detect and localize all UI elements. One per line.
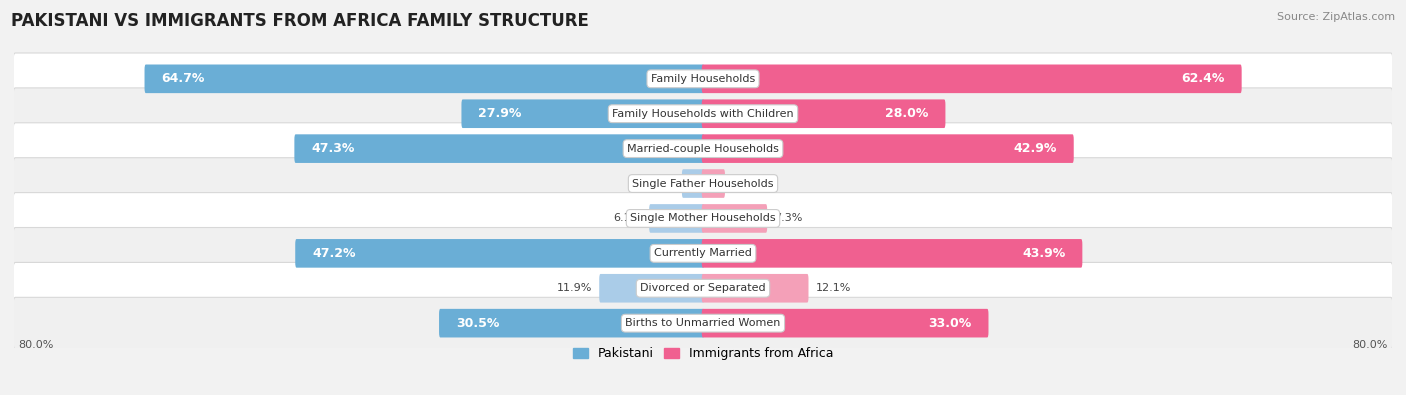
FancyBboxPatch shape	[702, 134, 1074, 163]
FancyBboxPatch shape	[702, 100, 945, 128]
Text: 43.9%: 43.9%	[1022, 247, 1066, 260]
FancyBboxPatch shape	[439, 309, 704, 337]
Text: 2.3%: 2.3%	[647, 179, 675, 188]
Text: Married-couple Households: Married-couple Households	[627, 144, 779, 154]
FancyBboxPatch shape	[145, 64, 704, 93]
Text: 80.0%: 80.0%	[18, 340, 53, 350]
Text: Single Mother Households: Single Mother Households	[630, 213, 776, 224]
Text: 62.4%: 62.4%	[1181, 72, 1225, 85]
FancyBboxPatch shape	[702, 309, 988, 337]
Text: 28.0%: 28.0%	[886, 107, 928, 120]
FancyBboxPatch shape	[13, 228, 1393, 279]
FancyBboxPatch shape	[13, 123, 1393, 175]
FancyBboxPatch shape	[702, 239, 1083, 268]
FancyBboxPatch shape	[599, 274, 704, 303]
FancyBboxPatch shape	[13, 297, 1393, 349]
FancyBboxPatch shape	[13, 53, 1393, 105]
FancyBboxPatch shape	[702, 64, 1241, 93]
FancyBboxPatch shape	[702, 274, 808, 303]
Text: 7.3%: 7.3%	[775, 213, 803, 224]
Text: 47.2%: 47.2%	[312, 247, 356, 260]
FancyBboxPatch shape	[13, 88, 1393, 139]
Text: 33.0%: 33.0%	[928, 317, 972, 330]
Text: Single Father Households: Single Father Households	[633, 179, 773, 188]
Text: 30.5%: 30.5%	[456, 317, 499, 330]
Text: Family Households: Family Households	[651, 74, 755, 84]
Text: 80.0%: 80.0%	[1353, 340, 1388, 350]
Text: Currently Married: Currently Married	[654, 248, 752, 258]
Text: Divorced or Separated: Divorced or Separated	[640, 283, 766, 293]
Text: 42.9%: 42.9%	[1014, 142, 1057, 155]
FancyBboxPatch shape	[682, 169, 704, 198]
Text: 12.1%: 12.1%	[815, 283, 851, 293]
Text: 27.9%: 27.9%	[478, 107, 522, 120]
Text: Births to Unmarried Women: Births to Unmarried Women	[626, 318, 780, 328]
FancyBboxPatch shape	[294, 134, 704, 163]
FancyBboxPatch shape	[702, 169, 725, 198]
Text: 47.3%: 47.3%	[311, 142, 354, 155]
FancyBboxPatch shape	[13, 193, 1393, 244]
Text: PAKISTANI VS IMMIGRANTS FROM AFRICA FAMILY STRUCTURE: PAKISTANI VS IMMIGRANTS FROM AFRICA FAMI…	[11, 12, 589, 30]
FancyBboxPatch shape	[13, 262, 1393, 314]
Text: 6.1%: 6.1%	[613, 213, 643, 224]
FancyBboxPatch shape	[461, 100, 704, 128]
FancyBboxPatch shape	[13, 158, 1393, 209]
Text: 64.7%: 64.7%	[162, 72, 205, 85]
FancyBboxPatch shape	[702, 204, 768, 233]
FancyBboxPatch shape	[295, 239, 704, 268]
Text: 2.4%: 2.4%	[733, 179, 761, 188]
Text: Source: ZipAtlas.com: Source: ZipAtlas.com	[1277, 12, 1395, 22]
Legend: Pakistani, Immigrants from Africa: Pakistani, Immigrants from Africa	[568, 342, 838, 365]
FancyBboxPatch shape	[650, 204, 704, 233]
Text: 11.9%: 11.9%	[557, 283, 592, 293]
Text: Family Households with Children: Family Households with Children	[612, 109, 794, 119]
